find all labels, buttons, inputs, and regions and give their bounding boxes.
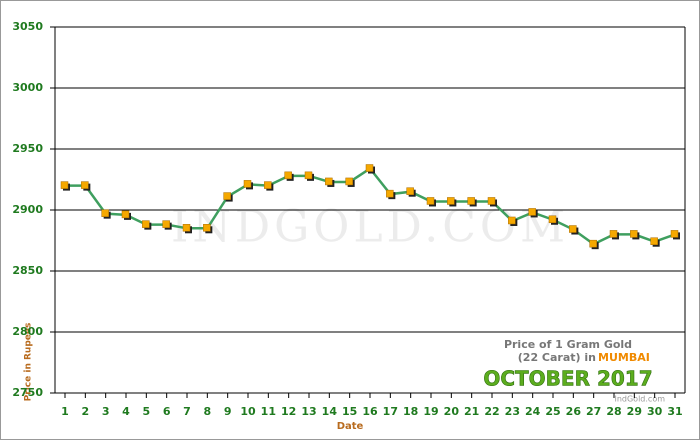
x-tick-label: 21 [464,405,479,418]
x-tick-label: 11 [261,405,276,418]
marker [508,216,516,225]
marker [589,239,597,248]
marker [223,192,231,200]
x-tick-label: 3 [102,405,110,418]
marker [670,230,679,238]
x-tick-label: 16 [362,405,378,418]
watermark: INDGOLD.COM [171,202,569,253]
marker [162,220,170,228]
x-tick-label: 6 [163,405,171,418]
x-tick-label: 1 [61,405,69,418]
marker [528,208,536,216]
marker [386,189,394,198]
marker [569,225,577,233]
y-tick-label: 2900 [12,203,43,216]
marker [609,230,618,238]
x-tick-label: 8 [204,405,212,418]
x-tick-label: 26 [566,405,582,418]
marker [467,197,475,205]
x-tick-label: 17 [383,405,398,418]
annotation-city: MUMBAI [598,351,650,364]
x-tick-label: 18 [403,405,418,418]
x-tick-label: 13 [301,405,316,418]
x-tick-label: 22 [484,405,499,418]
x-tick-label: 29 [627,405,642,418]
marker [548,215,557,224]
y-axis-label: Price in Rupees [24,323,34,402]
x-tick-label: 23 [505,405,520,418]
x-tick-label: 2 [82,405,90,418]
marker [60,181,69,189]
x-tick-label: 14 [322,405,338,418]
x-tick-label: 7 [183,405,191,418]
x-tick-label: 25 [545,405,560,418]
marker [630,230,638,238]
annotation: Price of 1 Gram Gold [504,338,632,351]
annotation: (22 Carat) in [518,351,596,364]
x-tick-label: 24 [525,405,541,418]
marker [325,177,333,186]
marker [650,237,658,245]
marker [121,210,130,219]
annotation-site: IndGold.com [614,395,665,404]
x-axis-label: Date [337,421,364,432]
marker [406,187,414,195]
marker [142,220,150,228]
marker [447,197,455,205]
marker [101,209,109,217]
x-tick-label: 10 [240,405,256,418]
x-tick-label: 28 [606,405,621,418]
marker [345,177,353,186]
marker [264,181,272,189]
annotation-period: OCTOBER 2017 [483,367,652,391]
marker [426,197,435,205]
marker [81,181,89,189]
marker [182,224,191,232]
y-tick-label: 3000 [12,81,43,94]
x-tick-label: 9 [224,405,232,418]
y-tick-label: 2800 [12,325,43,338]
marker [487,197,496,205]
x-tick-label: 19 [423,405,438,418]
x-tick-label: 31 [667,405,682,418]
x-tick-label: 5 [143,405,151,418]
x-tick-label: 20 [444,405,460,418]
y-tick-label: 2850 [12,264,43,277]
x-tick-label: 4 [122,405,130,418]
marker [284,171,292,180]
marker [203,224,211,232]
x-tick-label: 12 [281,405,296,418]
y-tick-label: 2950 [12,142,43,155]
x-tick-label: 15 [342,405,357,418]
x-tick-label: 27 [586,405,601,418]
y-tick-label: 2750 [12,386,43,399]
marker [304,171,313,180]
x-tick-label: 30 [647,405,663,418]
marker [365,164,374,172]
marker [243,180,252,188]
y-tick-label: 3050 [12,20,43,33]
